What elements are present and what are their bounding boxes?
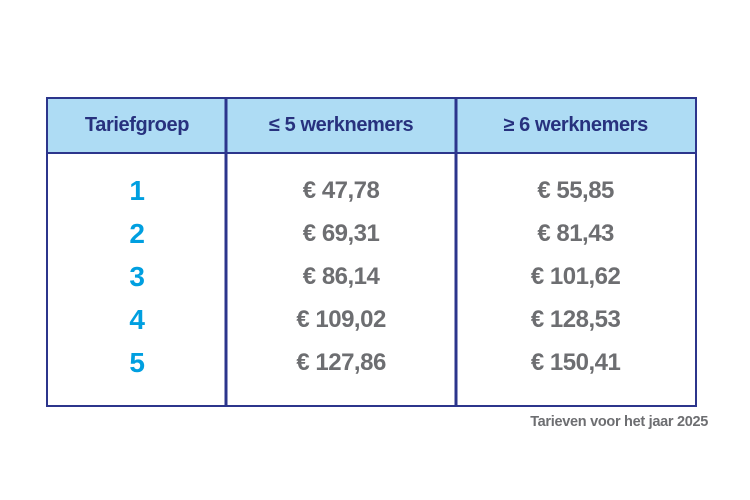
column-divider-2 bbox=[454, 99, 458, 405]
header-large-company: ≥ 6 werknemers bbox=[503, 114, 648, 136]
footer-caption: Tarieven voor het jaar 2025 bbox=[530, 414, 708, 430]
small-company-cell: € 69,31 bbox=[302, 219, 380, 247]
small-company-cell: € 47,78 bbox=[302, 176, 380, 204]
large-company-cell: € 55,85 bbox=[537, 176, 614, 204]
small-company-cell: € 86,14 bbox=[302, 262, 380, 290]
group-cell: 3 bbox=[129, 260, 145, 292]
small-company-cell: € 109,02 bbox=[296, 305, 386, 333]
large-company-cell: € 81,43 bbox=[537, 219, 614, 247]
header-tariefgroep: Tariefgroep bbox=[84, 114, 190, 136]
column-divider-1 bbox=[224, 99, 228, 405]
tariff-table: Tariefgroep ≤ 5 werknemers ≥ 6 werknemer… bbox=[46, 97, 697, 407]
group-cell: 4 bbox=[129, 303, 145, 335]
small-company-cell: € 127,86 bbox=[296, 348, 386, 376]
large-company-cell: € 101,62 bbox=[530, 262, 621, 290]
table-body: 1 € 47,78 € 55,85 2 € 69,31 € 81,43 3 € … bbox=[48, 154, 695, 384]
table-header-row: Tariefgroep ≤ 5 werknemers ≥ 6 werknemer… bbox=[48, 99, 695, 154]
group-cell: 2 bbox=[129, 217, 145, 249]
group-cell: 5 bbox=[129, 346, 145, 378]
header-small-company: ≤ 5 werknemers bbox=[268, 114, 414, 136]
large-company-cell: € 150,41 bbox=[530, 348, 621, 376]
group-cell: 1 bbox=[129, 174, 145, 206]
large-company-cell: € 128,53 bbox=[530, 305, 621, 333]
